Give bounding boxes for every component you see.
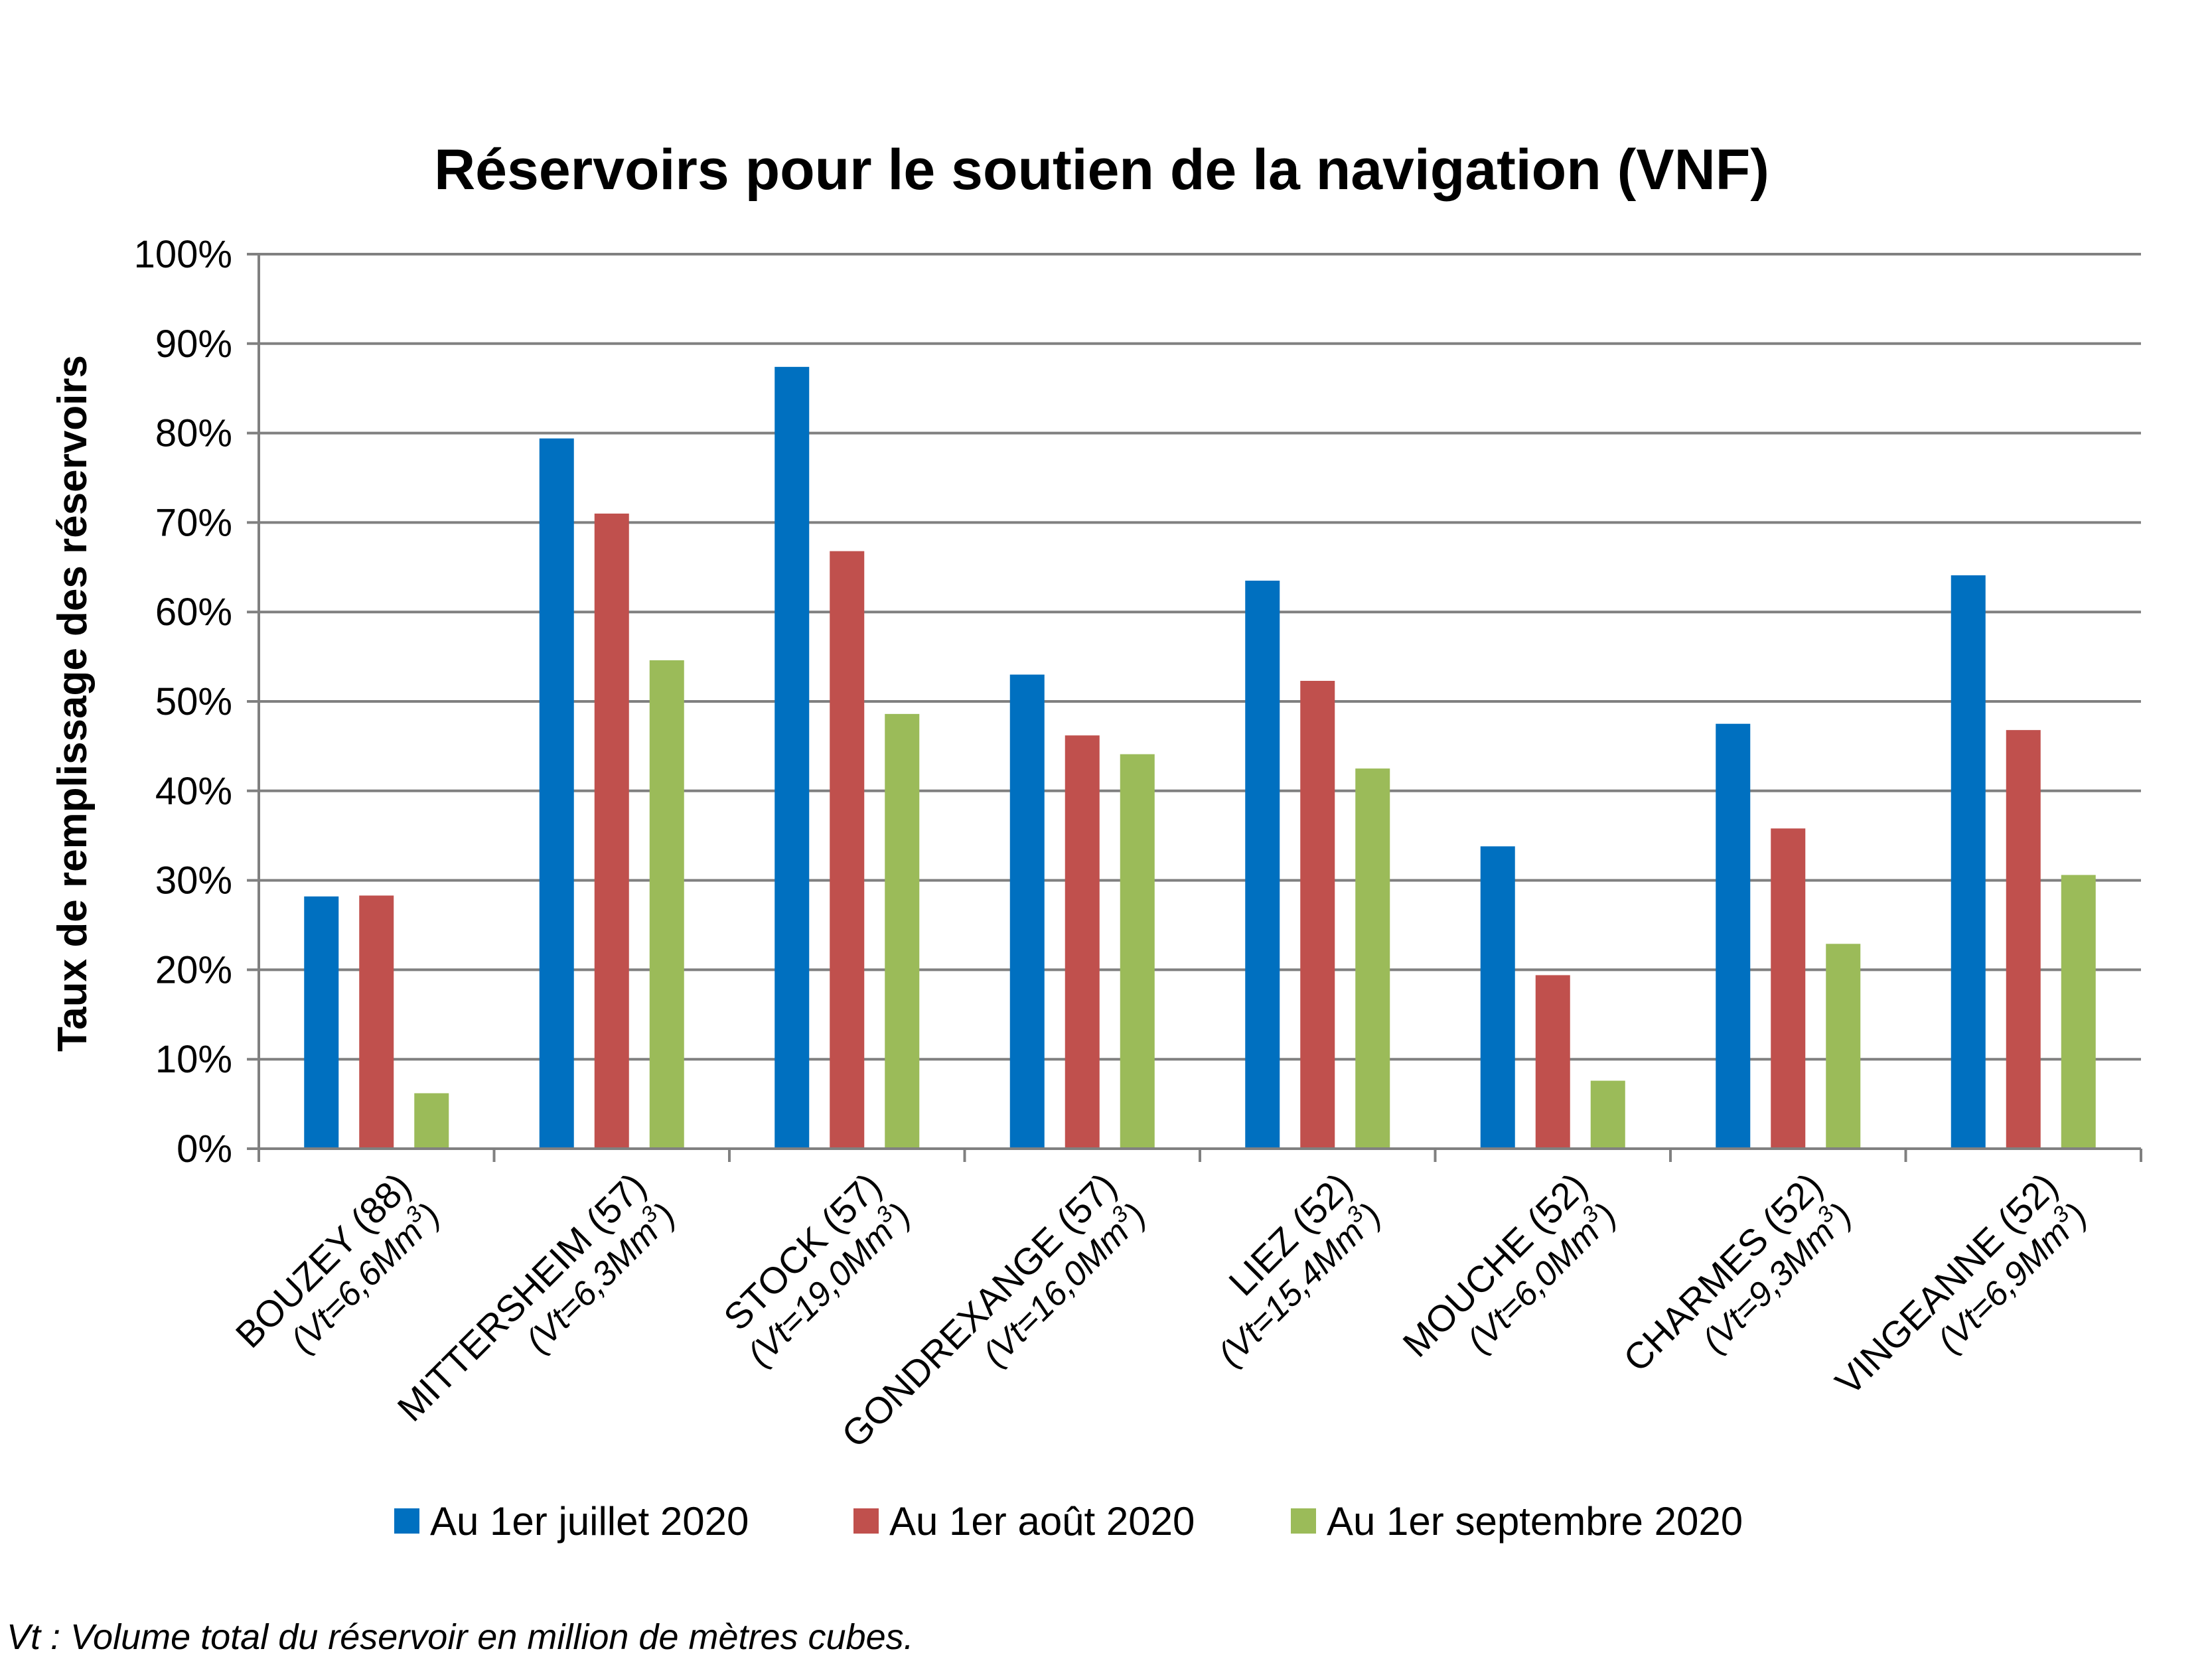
legend-label: Au 1er juillet 2020 [430, 1499, 749, 1544]
bar [1120, 754, 1155, 1149]
legend-swatch [853, 1508, 879, 1534]
x-tick-label: VINGEANNE (52)(Vt=6,9Mm3) [1827, 1165, 2095, 1403]
bar [2061, 875, 2096, 1149]
legend-swatch [1291, 1508, 1316, 1534]
bar [539, 438, 574, 1149]
y-tick-label: 10% [155, 1038, 232, 1081]
y-tick-label: 0% [177, 1127, 232, 1171]
legend-label: Au 1er août 2020 [889, 1499, 1195, 1544]
bar [304, 896, 339, 1149]
bar [1716, 723, 1751, 1149]
footnote: Vt : Volume total du réservoir en millio… [7, 1617, 914, 1657]
bar [1355, 768, 1390, 1149]
bar [1065, 735, 1100, 1149]
bar [1245, 581, 1280, 1149]
chart-title: Réservoirs pour le soutien de la navigat… [434, 138, 1769, 202]
bar [830, 551, 865, 1149]
bar [1826, 944, 1861, 1149]
y-axis-label: Taux de remplissage des réservoirs [50, 355, 96, 1052]
x-tick-label: MITTERSHEIM (57)(Vt=6,3Mm3) [389, 1165, 683, 1429]
bar [1951, 575, 1986, 1149]
x-tick-label: LIEZ (52)(Vt=15,4Mm3) [1211, 1165, 1389, 1374]
y-tick-label: 70% [155, 501, 232, 544]
x-tick-label: BOUZEY (88)(Vt=6,6Mm3) [228, 1165, 448, 1360]
bar [774, 366, 810, 1149]
category-name: MITTERSHEIM (57) [389, 1165, 654, 1429]
y-tick-label: 50% [155, 680, 232, 723]
bar [1590, 1080, 1625, 1149]
bars [304, 366, 2096, 1149]
x-tick-label: MOUCHE (52)(Vt=6,0Mm3) [1394, 1165, 1624, 1365]
axes [258, 254, 2142, 1162]
bar [1009, 674, 1045, 1149]
bar [414, 1093, 449, 1149]
bar [885, 713, 920, 1149]
y-tick-label: 90% [155, 323, 232, 366]
legend-label: Au 1er septembre 2020 [1327, 1499, 1743, 1544]
legend-swatch [394, 1508, 419, 1534]
legend: Au 1er juillet 2020 Au 1er août 2020 Au 1e… [394, 1499, 1743, 1544]
x-tick-label: CHARMES (52)(Vt=9,3Mm3) [1615, 1165, 1860, 1380]
y-tick-label: 100% [134, 233, 232, 276]
bar [1535, 975, 1570, 1149]
bar [594, 513, 629, 1149]
y-tick-label: 80% [155, 412, 232, 455]
bar [649, 660, 684, 1149]
bar [1771, 828, 1806, 1149]
y-tick-labels: 0% 10% 20% 30% 40% 50% 60% 70% 80% 90% 100% [134, 233, 232, 1171]
y-tick-label: 60% [155, 591, 232, 634]
y-tick-label: 30% [155, 859, 232, 902]
bar [2006, 730, 2041, 1149]
bar [1300, 680, 1335, 1149]
y-tick-label: 20% [155, 948, 232, 991]
x-tick-label: STOCK (57)(Vt=19,0Mm3) [715, 1165, 919, 1374]
bar [359, 895, 394, 1149]
bar [1480, 846, 1515, 1149]
category-labels: BOUZEY (88)(Vt=6,6Mm3)MITTERSHEIM (57)(V… [228, 1165, 2095, 1455]
y-tick-label: 40% [155, 770, 232, 813]
